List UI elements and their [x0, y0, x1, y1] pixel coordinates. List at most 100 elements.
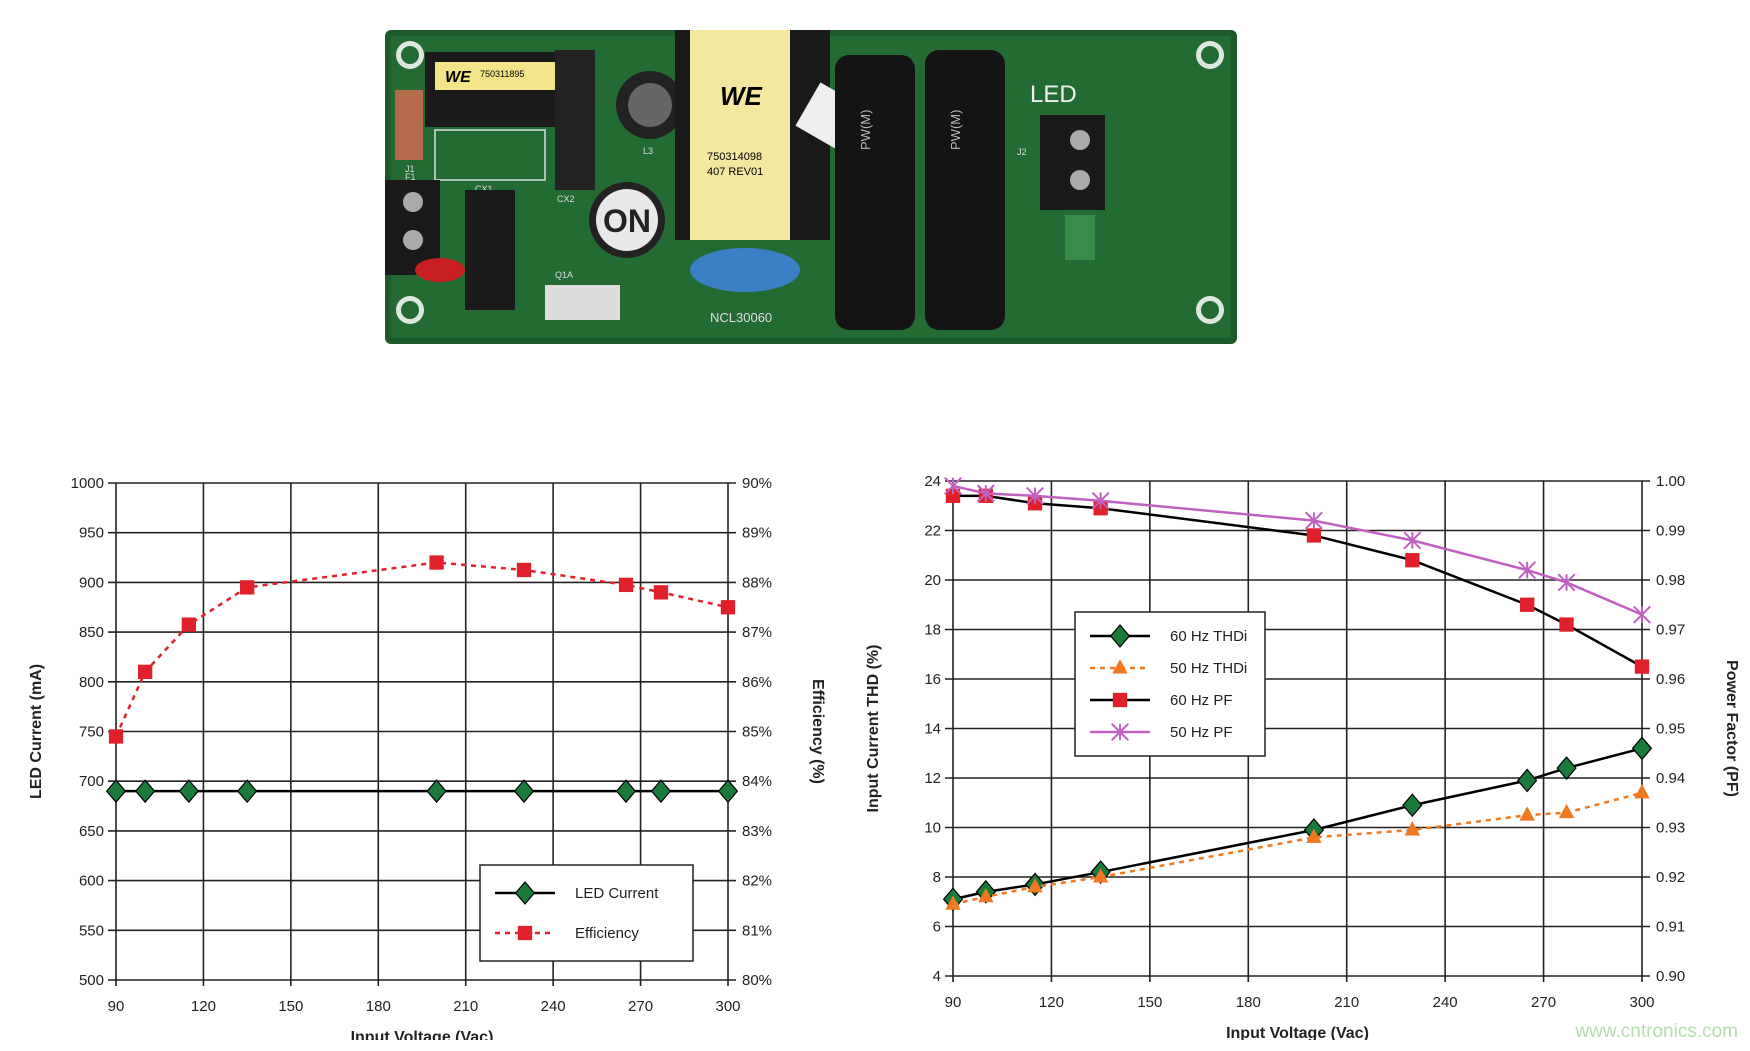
y2-tick-label: 86%	[742, 674, 772, 691]
data-point-square	[429, 555, 444, 570]
data-point-diamond	[1517, 768, 1538, 793]
y2-axis-label: Efficiency (%)	[809, 679, 826, 784]
data-point-diamond	[135, 779, 156, 804]
y-axis-label: Input Current THD (%)	[865, 645, 882, 813]
y2-tick-label: 84%	[742, 773, 772, 790]
legend: LED Current Efficiency	[479, 864, 694, 962]
data-point-diamond	[1631, 736, 1653, 761]
thd-power-factor-chart: 4 0.90 6 0.91 8 0.92 10 0.93 12 0.94 14 0.95 16 0.96 1…	[865, 473, 1740, 1040]
series-line	[952, 791, 1643, 906]
data-point-square	[1405, 553, 1420, 568]
y2-tick-label: 88%	[742, 574, 772, 591]
series-line	[114, 561, 729, 737]
x-tick-label: 210	[1334, 994, 1359, 1011]
pcb-photo: WE 750311895 F1 CX1 CX2 L3 ON J1 Q1A WE …	[385, 30, 1237, 344]
watermark: www.cntronics.com	[1575, 1021, 1738, 1042]
series-50-hz-pf	[944, 476, 1651, 624]
data-point-diamond	[105, 779, 127, 804]
led-label: LED	[1030, 81, 1077, 108]
x-tick-label: 210	[453, 998, 478, 1015]
data-point-square	[945, 488, 961, 503]
y2-tick-label: 0.96	[1656, 671, 1685, 688]
data-point-square	[720, 600, 736, 615]
we-logo: WE	[720, 81, 763, 111]
x-tick-label: 150	[278, 998, 303, 1015]
y-tick-label: 1000	[71, 475, 104, 492]
data-point-triangle	[1404, 821, 1421, 836]
data-point-triangle	[1519, 806, 1535, 821]
data-point-x	[944, 476, 962, 495]
x-tick-label: 150	[1137, 994, 1162, 1011]
data-point-diamond	[426, 779, 447, 804]
f1-label: F1	[405, 172, 416, 182]
series-60-hz-thdi	[942, 736, 1653, 912]
legend-label: 50 Hz PF	[1170, 724, 1233, 741]
y-tick-label: 850	[79, 624, 104, 641]
y2-tick-label: 83%	[742, 823, 772, 840]
data-point-square	[137, 664, 153, 680]
y2-tick-label: 87%	[742, 624, 772, 641]
y-tick-label: 20	[924, 572, 941, 589]
data-point-square	[618, 577, 634, 593]
data-point-x	[976, 484, 995, 503]
data-point-x	[1091, 491, 1110, 510]
data-point-triangle	[978, 888, 994, 903]
y-tick-label: 600	[79, 873, 104, 890]
data-point-square	[108, 729, 124, 744]
y2-tick-label: 1.00	[1656, 473, 1685, 490]
data-point-square	[239, 580, 255, 595]
data-point-x	[1304, 511, 1323, 530]
x-tick-label: 180	[1236, 994, 1261, 1011]
legend-marker-diamond	[514, 881, 536, 905]
data-point-diamond	[237, 779, 258, 804]
y2-tick-label: 81%	[742, 922, 772, 939]
y2-tick-label: 0.97	[1656, 622, 1685, 639]
data-point-triangle	[1306, 828, 1322, 843]
data-point-square	[516, 562, 532, 578]
data-point-square	[181, 617, 197, 632]
data-point-square	[1559, 617, 1574, 632]
y2-tick-label: 80%	[742, 972, 772, 989]
j1-label: J1	[405, 164, 415, 174]
data-point-diamond	[1402, 793, 1423, 818]
legend-marker-triangle	[1112, 659, 1128, 674]
q1-label: Q1A	[555, 270, 573, 280]
cx1-label: CX1	[475, 184, 493, 194]
y2-tick-label: 89%	[742, 525, 772, 542]
x-tick-label: 240	[541, 998, 566, 1015]
legend-label: 60 Hz PF	[1170, 692, 1233, 709]
y2-tick-label: 0.90	[1656, 968, 1685, 985]
legend-marker-square	[1112, 692, 1128, 708]
series-line	[953, 494, 1643, 668]
legend: 60 Hz THDi 50 Hz THDi 60 Hz PF 50 Hz PF	[1074, 611, 1266, 757]
series-led-current	[105, 779, 739, 804]
data-point-triangle	[1634, 784, 1650, 799]
y-tick-label: 900	[79, 574, 104, 591]
data-point-diamond	[178, 779, 199, 804]
y2-tick-label: 0.94	[1656, 770, 1685, 787]
data-point-square	[653, 585, 669, 600]
data-point-x	[1518, 561, 1537, 580]
y-tick-label: 950	[79, 525, 104, 542]
data-point-square	[1306, 528, 1322, 543]
on-logo: ON	[603, 203, 651, 239]
legend-marker-diamond	[1109, 624, 1131, 648]
led-current-efficiency-chart: 500 80% 550 81% 600 82% 650 83% 700 84% 750 85% 800 8…	[28, 475, 826, 1040]
y2-tick-label: 0.91	[1656, 919, 1685, 936]
y-axis-label: LED Current (mA)	[28, 664, 45, 799]
x-axis-label: Input Voltage (Vac)	[351, 1029, 494, 1040]
data-point-diamond	[513, 779, 535, 804]
series-efficiency	[108, 555, 736, 744]
y-tick-label: 14	[924, 721, 941, 738]
y-tick-label: 12	[924, 770, 941, 787]
legend-marker-square	[517, 925, 533, 941]
data-point-diamond	[717, 779, 739, 804]
cap-label: PW(M)	[858, 110, 873, 150]
y-tick-label: 4	[933, 968, 941, 985]
legend-label: LED Current	[575, 885, 659, 902]
data-point-diamond	[1556, 756, 1577, 781]
data-point-square	[1520, 597, 1535, 612]
cap-label: PW(M)	[948, 110, 963, 150]
x-tick-label: 270	[1531, 994, 1556, 1011]
legend-label: 60 Hz THDi	[1170, 628, 1247, 645]
